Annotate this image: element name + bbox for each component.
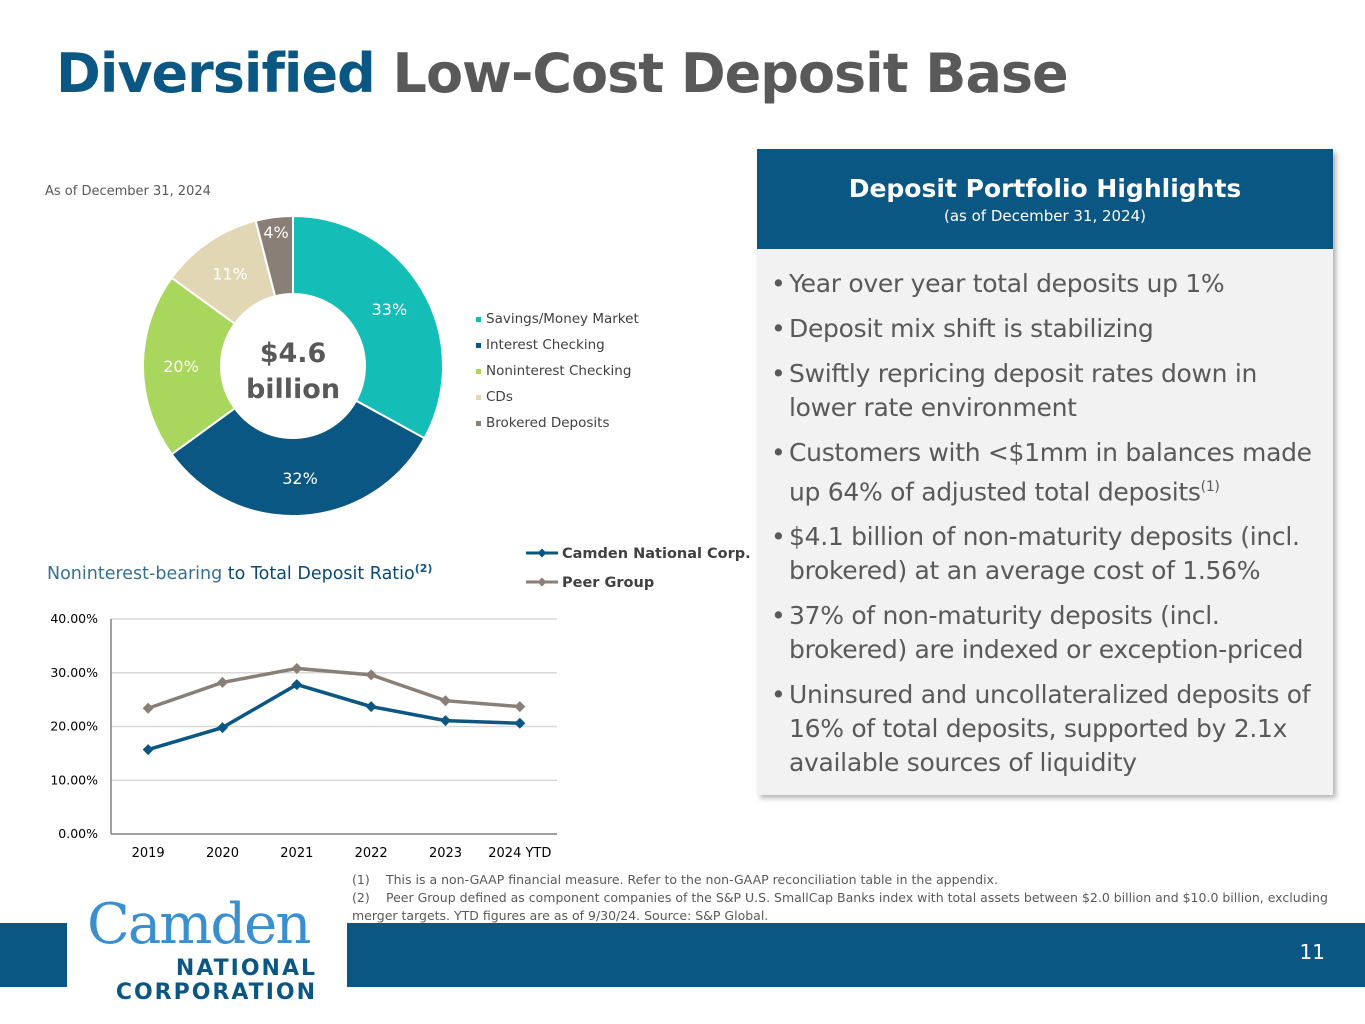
pie-data-label: 11% — [212, 264, 248, 283]
x-tick-label: 2019 — [132, 846, 165, 861]
highlight-text: Year over year total deposits up 1% — [789, 269, 1225, 298]
highlight-text: 37% of non-maturity deposits (incl. brok… — [789, 601, 1304, 665]
x-tick-label: 2021 — [280, 846, 313, 861]
highlight-footnote: (1) — [1200, 479, 1220, 495]
legend-label: Interest Checking — [486, 337, 605, 353]
legend-item: Noninterest Checking — [476, 358, 639, 384]
data-point — [291, 662, 303, 674]
pie-data-label: 33% — [372, 300, 408, 319]
data-point — [142, 744, 154, 756]
legend-label: Noninterest Checking — [486, 363, 632, 379]
footnote-text: This is a non-GAAP financial measure. Re… — [386, 872, 998, 887]
legend-marker — [537, 548, 547, 558]
page-title: Diversified Low-Cost Deposit Base — [56, 42, 1069, 105]
highlight-text: Customers with <$1mm in balances made up… — [789, 438, 1312, 507]
highlight-item: $4.1 billion of non-maturity deposits (i… — [771, 520, 1315, 588]
footnote-1: (1) This is a non-GAAP financial measure.… — [352, 871, 1342, 889]
pie-slice-savings-money-market — [292, 214, 444, 440]
highlight-text: $4.1 billion of non-maturity deposits (i… — [789, 522, 1300, 586]
legend-label: Savings/Money Market — [486, 311, 639, 327]
highlights-header: Deposit Portfolio Highlights (as of Dece… — [757, 149, 1333, 249]
highlight-text: Swiftly repricing deposit rates down in … — [789, 359, 1258, 422]
line-title-footnote: (2) — [414, 562, 433, 575]
company-logo: Camden NATIONAL CORPORATION — [67, 886, 347, 1024]
deposit-mix-donut-chart: 33% 32% 20% 11% 4% $4.6 billion — [142, 214, 444, 517]
pie-slice-brokered-deposits — [254, 214, 294, 298]
highlight-item: Deposit mix shift is stabilizing — [771, 312, 1315, 346]
legend-item: CDs — [476, 384, 639, 410]
pie-data-label: 32% — [282, 469, 318, 488]
highlight-text: Uninsured and uncollateralized deposits … — [789, 680, 1311, 778]
title-highlight: Diversified — [56, 42, 376, 105]
legend-item: Savings/Money Market — [476, 306, 639, 332]
data-point — [291, 679, 303, 691]
pie-legend: Savings/Money Market Interest Checking Non… — [476, 306, 639, 436]
legend-marker — [537, 577, 547, 587]
highlight-item: Customers with <$1mm in balances made up… — [771, 436, 1315, 509]
legend-label: Camden National Corp. — [562, 546, 750, 562]
data-point — [440, 715, 451, 727]
data-point — [142, 702, 154, 714]
highlight-item: Swiftly repricing deposit rates down in … — [771, 357, 1315, 425]
footnote-number: (1) — [352, 872, 370, 887]
legend-label: Peer Group — [562, 575, 654, 591]
line-title-part2: to Total Deposit Ratio — [227, 563, 415, 584]
logo-wordmark: Camden — [87, 892, 311, 957]
data-point — [217, 722, 228, 734]
legend-item: Interest Checking — [476, 332, 639, 358]
data-point — [217, 676, 228, 688]
y-tick-label: 20.00% — [50, 719, 98, 734]
data-point — [514, 717, 526, 729]
highlight-item: Uninsured and uncollateralized deposits … — [771, 678, 1315, 780]
donut-center-unit: billion — [246, 374, 340, 405]
x-tick-label: 2022 — [355, 846, 388, 861]
ratio-line-chart: 0.00% 10.00% 20.00% 30.00% 40.00% 2019 2020 202… — [50, 546, 750, 861]
footnote-number: (2) — [352, 890, 370, 905]
data-point — [365, 701, 377, 713]
footnotes: (1) This is a non-GAAP financial measure.… — [352, 871, 1342, 925]
footnote-2: (2) Peer Group defined as component compa… — [352, 889, 1342, 925]
highlight-item: Year over year total deposits up 1% — [771, 267, 1315, 301]
donut-center-amount: $4.6 — [260, 338, 327, 369]
y-tick-label: 0.00% — [58, 826, 98, 841]
footnote-text: Peer Group defined as component companie… — [352, 890, 1328, 923]
line-chart-title: Noninterest-bearing to Total Deposit Rat… — [47, 562, 432, 584]
pie-slice-noninterest-checking — [142, 276, 237, 456]
pie-data-label: 20% — [163, 357, 199, 376]
x-tick-label: 2023 — [429, 846, 462, 861]
pie-slice-interest-checking — [170, 399, 426, 517]
line-title-part1: Noninterest-bearing — [47, 563, 223, 584]
highlights-title: Deposit Portfolio Highlights — [848, 173, 1242, 203]
highlights-subtitle: (as of December 31, 2024) — [943, 206, 1147, 225]
legend-swatch — [476, 420, 481, 426]
data-point — [365, 669, 377, 681]
legend-label: CDs — [486, 389, 513, 405]
highlights-list: Year over year total deposits up 1% Depo… — [757, 249, 1333, 780]
y-tick-label: 10.00% — [50, 772, 98, 787]
data-point — [514, 701, 526, 713]
highlight-item: 37% of non-maturity deposits (incl. brok… — [771, 599, 1315, 667]
legend-item: Brokered Deposits — [476, 410, 639, 436]
x-tick-label: 2020 — [206, 846, 239, 861]
legend-swatch — [476, 368, 481, 374]
y-tick-label: 40.00% — [50, 611, 98, 626]
legend-label: Brokered Deposits — [486, 415, 610, 431]
title-rest: Low-Cost Deposit Base — [392, 42, 1069, 105]
pie-data-label: 4% — [263, 223, 288, 242]
x-tick-label: 2024 YTD — [488, 846, 551, 861]
y-tick-label: 30.00% — [50, 665, 98, 680]
series-line-peer-group — [147, 666, 520, 710]
highlight-text: Deposit mix shift is stabilizing — [789, 314, 1154, 343]
logo-line-corporation: CORPORATION — [115, 980, 317, 1005]
legend-swatch — [476, 316, 481, 322]
legend-swatch — [476, 394, 481, 400]
page-number: 11 — [1299, 940, 1325, 964]
series-line-camden — [147, 682, 520, 752]
pie-as-of-date: As of December 31, 2024 — [45, 184, 211, 199]
highlights-card: Deposit Portfolio Highlights (as of Dece… — [757, 149, 1333, 795]
data-point — [440, 695, 451, 707]
legend-swatch — [476, 342, 481, 348]
logo-line-national: NATIONAL — [175, 956, 317, 981]
